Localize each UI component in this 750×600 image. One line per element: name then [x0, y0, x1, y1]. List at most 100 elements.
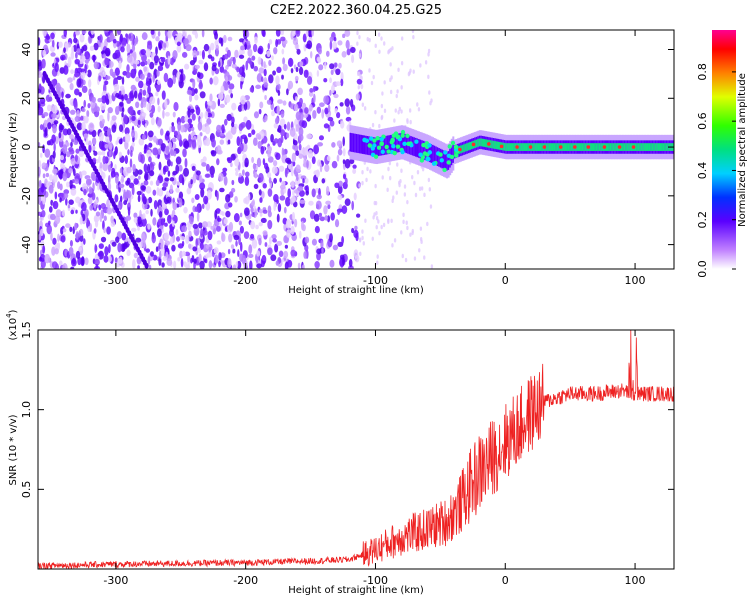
- spectrogram-cell: [629, 143, 632, 151]
- spectrogram-cell: [597, 143, 600, 151]
- spectrogram-cell: [386, 149, 391, 154]
- spectrogram-cell: [126, 249, 131, 257]
- spectrogram-cell: [191, 139, 197, 149]
- spectrogram-cell: [640, 143, 643, 151]
- spectrogram-cell: [147, 196, 153, 204]
- spectrogram-cell: [185, 235, 190, 244]
- spectrogram-cell: [273, 194, 279, 203]
- spectrogram-cell: [318, 135, 324, 141]
- spectrogram-cell: [331, 142, 336, 148]
- spectrogram-cell: [279, 118, 286, 128]
- spectrogram-cell: [180, 257, 184, 268]
- spectrogram-cell: [497, 141, 500, 150]
- spectrogram-y-tick-label: 0: [20, 144, 33, 151]
- spectrogram-cell: [130, 150, 133, 158]
- spectrogram-cell: [63, 47, 66, 54]
- spectrogram-cell: [345, 116, 352, 122]
- spectrogram-cell: [186, 89, 193, 95]
- spectrogram-cell: [207, 54, 213, 59]
- spectrogram-cell: [38, 166, 41, 177]
- spectrogram-cell: [363, 106, 367, 111]
- spectrogram-cell: [71, 45, 75, 54]
- spectrogram-cell: [291, 152, 297, 163]
- spectrogram-cell: [146, 41, 153, 51]
- spectrogram-cell: [171, 122, 175, 127]
- spectrogram-cell: [42, 173, 46, 179]
- spectrogram-cell: [76, 78, 82, 88]
- spectrogram-cell: [481, 138, 484, 147]
- spectrogram-cell: [108, 243, 111, 254]
- spectrogram-cell: [255, 224, 259, 230]
- spectrogram-cell: [38, 103, 41, 108]
- spectrogram-cell: [284, 244, 288, 249]
- spectrogram-cell: [60, 162, 65, 170]
- spectrogram-cell: [164, 99, 168, 109]
- spectrogram-cell: [354, 254, 360, 263]
- spectrogram-cell: [285, 219, 292, 229]
- spectrogram-cell: [403, 192, 407, 197]
- spectrogram-cell: [69, 109, 76, 115]
- spectrogram-cell: [400, 60, 404, 66]
- spectrogram-cell: [65, 198, 68, 206]
- spectrogram-cell: [262, 230, 268, 236]
- spectrogram-cell: [245, 171, 250, 177]
- spectrogram-cell: [318, 212, 323, 217]
- spectrogram-cell: [144, 262, 149, 269]
- spectrogram-cell: [375, 225, 378, 230]
- spectrogram-cell: [108, 141, 113, 150]
- spectrogram-cell: [141, 32, 148, 41]
- colorbar: 0.0 0.2 0.4 0.6 0.8 Normalized spectral ampl…: [696, 30, 748, 278]
- spectrogram-cell: [390, 218, 393, 224]
- spectrogram-cell: [389, 89, 393, 95]
- spectrogram-cell: [383, 108, 387, 114]
- spectrogram-cell: [268, 236, 272, 245]
- spectrogram-cell: [127, 149, 130, 156]
- spectrogram-cell: [74, 58, 80, 65]
- spectrogram-cell: [103, 30, 110, 33]
- spectrogram-cell: [238, 220, 242, 226]
- spectrogram-cell: [368, 136, 374, 141]
- spectrogram-cell: [68, 246, 74, 257]
- spectrogram-cell: [98, 131, 104, 142]
- spectrogram-cell: [250, 207, 254, 213]
- spectrogram-cell: [70, 209, 75, 215]
- spectrogram-cell: [466, 143, 469, 151]
- spectrogram-cell: [190, 179, 193, 185]
- spectrogram-cell: [427, 177, 431, 183]
- spectrogram-cell: [177, 243, 184, 249]
- spectrogram-cell: [225, 75, 229, 83]
- spectrogram-peak: [602, 145, 607, 149]
- spectrogram-cell: [331, 160, 338, 169]
- spectrogram-cell: [249, 86, 254, 93]
- spectrogram-cell: [111, 124, 117, 133]
- spectrogram-cell: [398, 106, 401, 112]
- spectrogram-cell: [135, 35, 139, 45]
- spectrogram-cell: [241, 161, 245, 168]
- spectrogram-cell: [180, 115, 186, 124]
- spectrogram-cell: [416, 138, 419, 158]
- spectrogram-cell: [657, 143, 660, 151]
- snr-x-ticks: -300 -200 -100 0 100: [103, 330, 646, 587]
- spectrogram-cell: [358, 53, 362, 58]
- spectrogram-cell: [327, 104, 331, 113]
- spectrogram-cell: [342, 136, 345, 147]
- spectrogram-cell: [409, 119, 412, 125]
- spectrogram-cell: [195, 106, 201, 116]
- spectrogram-cell: [292, 37, 299, 46]
- spectrogram-cell: [81, 85, 88, 94]
- spectrogram-cell: [356, 78, 363, 85]
- spectrogram-cell: [305, 190, 310, 196]
- spectrogram-cell: [199, 182, 206, 190]
- spectrogram-cell: [98, 204, 102, 211]
- spectrogram-cell: [257, 134, 262, 141]
- spectrogram-cell: [400, 230, 403, 235]
- spectrogram-cell: [232, 56, 236, 65]
- spectrogram-cell: [220, 37, 224, 47]
- spectrogram-cell: [393, 134, 396, 154]
- spectrogram-cell: [158, 42, 162, 51]
- spectrogram-cell: [297, 87, 303, 96]
- spectrogram-cell: [281, 48, 285, 55]
- spectrogram-cell: [74, 115, 80, 123]
- spectrogram-cell: [114, 49, 121, 59]
- spectrogram-cell: [220, 85, 225, 95]
